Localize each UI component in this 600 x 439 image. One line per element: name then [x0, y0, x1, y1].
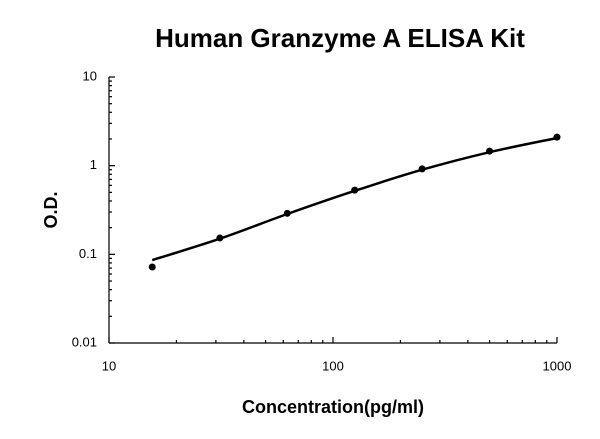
- chart-title: Human Granzyme A ELISA Kit: [155, 23, 525, 53]
- fit-curve: [151, 136, 558, 262]
- y-tick-label: 0.1: [79, 246, 97, 261]
- data-point: [148, 263, 156, 271]
- x-axis-label: Concentration(pg/ml): [242, 397, 424, 417]
- y-tick-label: 10: [83, 68, 97, 83]
- y-tick-label: 1: [90, 157, 97, 172]
- x-tick-label: 1000: [543, 358, 572, 373]
- x-tick-label: 10: [102, 358, 116, 373]
- y-tick-label: 0.01: [72, 334, 97, 349]
- x-tick-label: 100: [322, 358, 344, 373]
- y-axis-label: O.D.: [41, 191, 61, 228]
